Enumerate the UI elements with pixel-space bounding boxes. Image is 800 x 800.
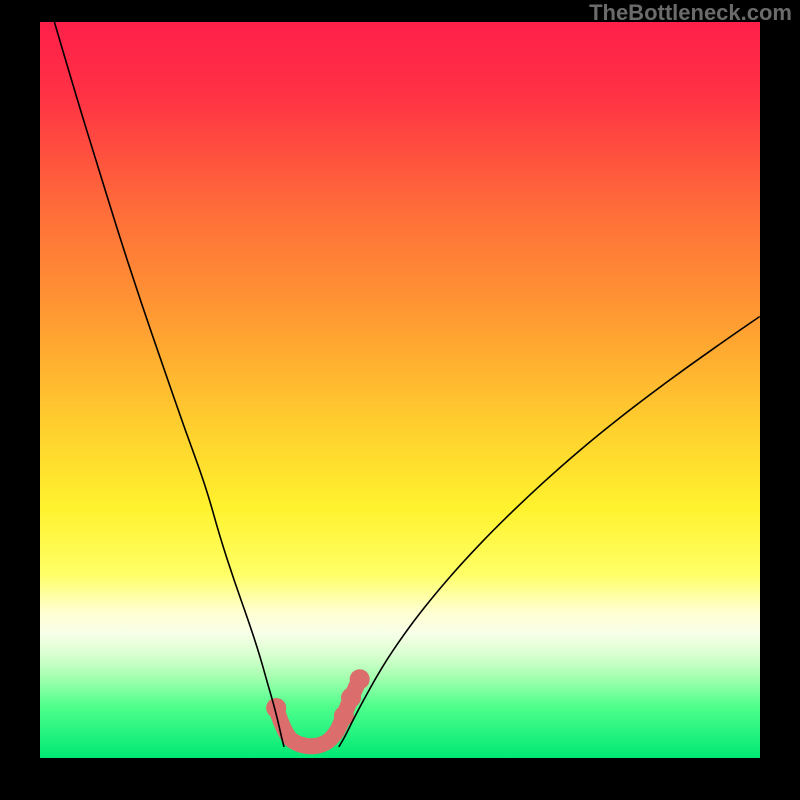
bottleneck-curve-chart: TheBottleneck.com (0, 0, 800, 800)
curve-marker (350, 669, 370, 689)
watermark-text: TheBottleneck.com (589, 0, 792, 25)
curve-marker (341, 688, 361, 708)
plot-background (40, 22, 760, 758)
chart-container: TheBottleneck.com (0, 0, 800, 800)
